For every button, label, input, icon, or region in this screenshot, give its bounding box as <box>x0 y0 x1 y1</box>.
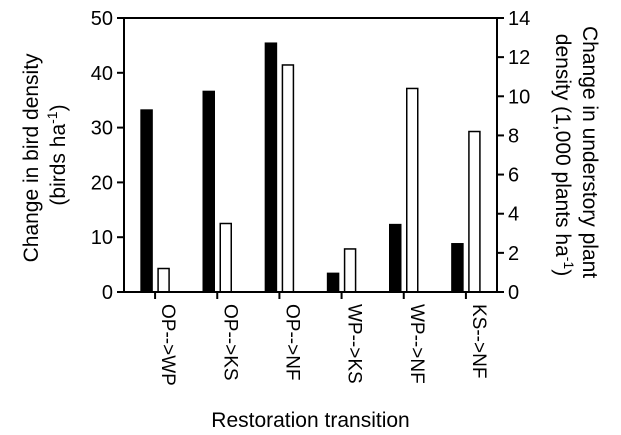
plant-density-bar-4 <box>343 248 357 293</box>
plant-density-bar-2 <box>219 222 232 293</box>
left-tick-label: 10 <box>91 227 113 249</box>
x-axis-title: Restoration transition <box>211 409 409 432</box>
right-tick-label: 0 <box>508 282 519 304</box>
left-tick-label: 50 <box>91 8 113 30</box>
left-y-axis-title-line2: (birds ha-1) <box>44 104 70 205</box>
left-y-axis-ticks: 0 10 20 30 40 50 <box>91 8 124 304</box>
right-tick-label: 12 <box>508 47 530 69</box>
right-y-axis-title-line1: Change in understory plant <box>578 26 601 278</box>
left-y-axis-title-unit: (birds ha <box>47 124 70 206</box>
right-y-axis-ticks: 0 2 4 6 8 10 12 14 <box>497 8 530 304</box>
bird-density-bar-3 <box>264 42 278 293</box>
left-tick-label: 0 <box>102 282 113 304</box>
category-label-4: WP-->KS <box>344 304 365 384</box>
right-y-axis-title-unit: density (1,000 plants ha <box>551 34 574 257</box>
left-tick-label: 20 <box>91 172 113 194</box>
right-tick-label: 6 <box>508 165 519 187</box>
right-tick-label: 4 <box>508 204 519 226</box>
left-y-axis-title-line1: Change in bird density <box>20 53 43 262</box>
right-tick-label: 8 <box>508 125 519 147</box>
plant-density-bar-5 <box>406 87 419 293</box>
right-y-axis-title: Change in understory plant density (1,00… <box>551 26 601 284</box>
plant-density-bar-1 <box>157 267 170 293</box>
category-label-6: KS-->NF <box>468 304 489 378</box>
left-y-axis-title-close: ) <box>47 104 70 111</box>
bird-density-bar-1 <box>140 109 153 293</box>
plot-frame <box>123 17 498 293</box>
plant-density-bar-3 <box>281 64 295 293</box>
category-label-1: OP-->WP <box>157 304 178 386</box>
left-y-axis-title-exponent: -1 <box>44 111 60 124</box>
right-y-axis-title-close: ) <box>551 269 574 276</box>
right-tick-label: 2 <box>508 243 519 265</box>
right-tick-label: 14 <box>508 8 530 30</box>
plant-density-bar-6 <box>468 130 481 293</box>
left-tick-label: 30 <box>91 118 113 140</box>
bird-density-bar-2 <box>202 90 215 293</box>
bird-density-bar-6 <box>451 243 464 293</box>
left-tick-label: 40 <box>91 63 113 85</box>
bird-density-bar-5 <box>389 223 402 293</box>
right-y-axis-title-exponent: -1 <box>561 257 577 270</box>
category-label-5: WP-->NF <box>406 304 427 384</box>
category-label-2: OP-->KS <box>219 304 240 381</box>
x-axis-ticks: OP-->WP OP-->KS OP-->NF WP-->KS WP-->NF KS-->… <box>154 292 489 386</box>
bird-density-bar-4 <box>326 272 340 293</box>
left-y-axis-title: Change in bird density (birds ha-1) <box>20 48 70 263</box>
chart-marks <box>140 42 481 293</box>
right-y-axis-title-line2: density (1,000 plants ha-1) <box>551 34 577 276</box>
right-tick-label: 10 <box>508 86 530 108</box>
category-label-3: OP-->NF <box>281 304 302 381</box>
